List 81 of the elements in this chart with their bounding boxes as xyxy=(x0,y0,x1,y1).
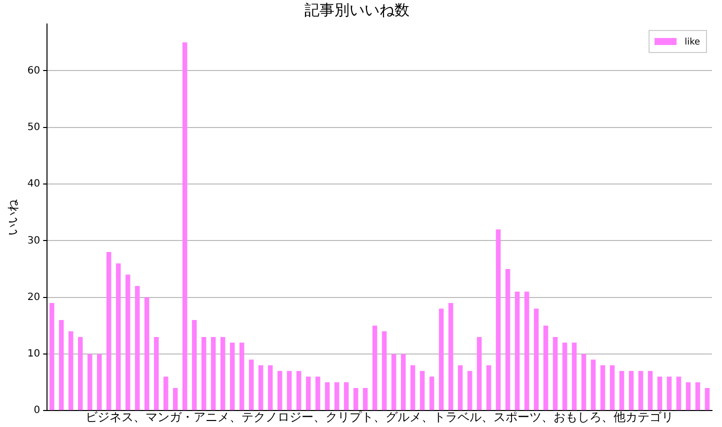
bar xyxy=(486,365,492,410)
bar xyxy=(258,365,264,410)
bar xyxy=(438,308,444,410)
y-tick-label: 50 xyxy=(27,122,40,133)
bar xyxy=(210,336,216,410)
bar xyxy=(50,302,54,410)
bar xyxy=(552,336,558,410)
bar xyxy=(676,376,682,410)
bar xyxy=(220,336,226,410)
bar xyxy=(372,326,378,410)
bar xyxy=(68,331,74,410)
bar xyxy=(306,376,311,410)
bar xyxy=(467,370,472,410)
bar xyxy=(514,292,520,410)
bar xyxy=(382,331,387,410)
bar xyxy=(286,370,292,410)
bar xyxy=(448,302,454,410)
chart-title: 記事別いいね数 xyxy=(304,0,410,19)
bar xyxy=(144,297,150,410)
bar xyxy=(201,336,206,410)
bar xyxy=(344,382,349,410)
bar xyxy=(543,326,548,410)
bar xyxy=(590,360,596,410)
bar xyxy=(704,388,710,410)
bar xyxy=(59,320,64,410)
y-tick-label: 30 xyxy=(27,235,40,246)
bar xyxy=(458,365,463,410)
bar xyxy=(334,382,340,410)
bar xyxy=(163,376,168,410)
bar xyxy=(420,370,425,410)
bar xyxy=(391,354,396,410)
bar xyxy=(534,308,539,410)
bar xyxy=(192,320,197,410)
bar xyxy=(562,342,568,410)
bar xyxy=(496,229,501,410)
y-axis-title: いいね xyxy=(5,198,20,236)
x-axis-title: ビジネス、マンガ・アニメ、テクノロジー、クリプト、グルメ、トラベル、スポーツ、おもしろ、他カテゴリ xyxy=(86,410,674,424)
bar xyxy=(116,263,121,410)
bar xyxy=(657,376,662,410)
bar xyxy=(172,388,178,410)
bar xyxy=(600,365,606,410)
bar xyxy=(610,365,615,410)
bar xyxy=(277,370,282,410)
bar xyxy=(524,292,530,410)
bar xyxy=(125,274,130,410)
bar xyxy=(296,370,302,410)
bar xyxy=(362,388,368,410)
bar xyxy=(505,268,510,410)
bar xyxy=(78,336,83,410)
bar xyxy=(400,354,406,410)
bar xyxy=(619,370,624,410)
bar xyxy=(353,388,358,410)
bar xyxy=(429,376,434,410)
bar xyxy=(315,376,320,410)
bar xyxy=(230,342,235,410)
bar xyxy=(154,336,159,410)
y-tick-label: 10 xyxy=(27,348,40,360)
bar xyxy=(666,376,672,410)
y-tick-label: 40 xyxy=(27,178,40,190)
bar xyxy=(324,382,330,410)
bar xyxy=(96,354,102,410)
y-tick-label: 0 xyxy=(34,405,40,416)
bar xyxy=(686,382,691,410)
bar xyxy=(695,382,700,410)
legend-label: like xyxy=(684,37,700,48)
bar xyxy=(106,252,112,410)
bar xyxy=(87,354,92,410)
bar xyxy=(648,370,653,410)
bar xyxy=(638,370,644,410)
bar xyxy=(476,336,482,410)
bar xyxy=(572,342,577,410)
bar xyxy=(134,286,140,410)
y-tick-label: 20 xyxy=(27,292,40,303)
bar xyxy=(581,354,586,410)
bar xyxy=(268,365,273,410)
bar xyxy=(410,365,416,410)
bar xyxy=(248,360,254,410)
y-tick-label: 60 xyxy=(27,65,40,76)
bar xyxy=(182,42,188,410)
bar xyxy=(628,370,634,410)
bar xyxy=(239,342,244,410)
